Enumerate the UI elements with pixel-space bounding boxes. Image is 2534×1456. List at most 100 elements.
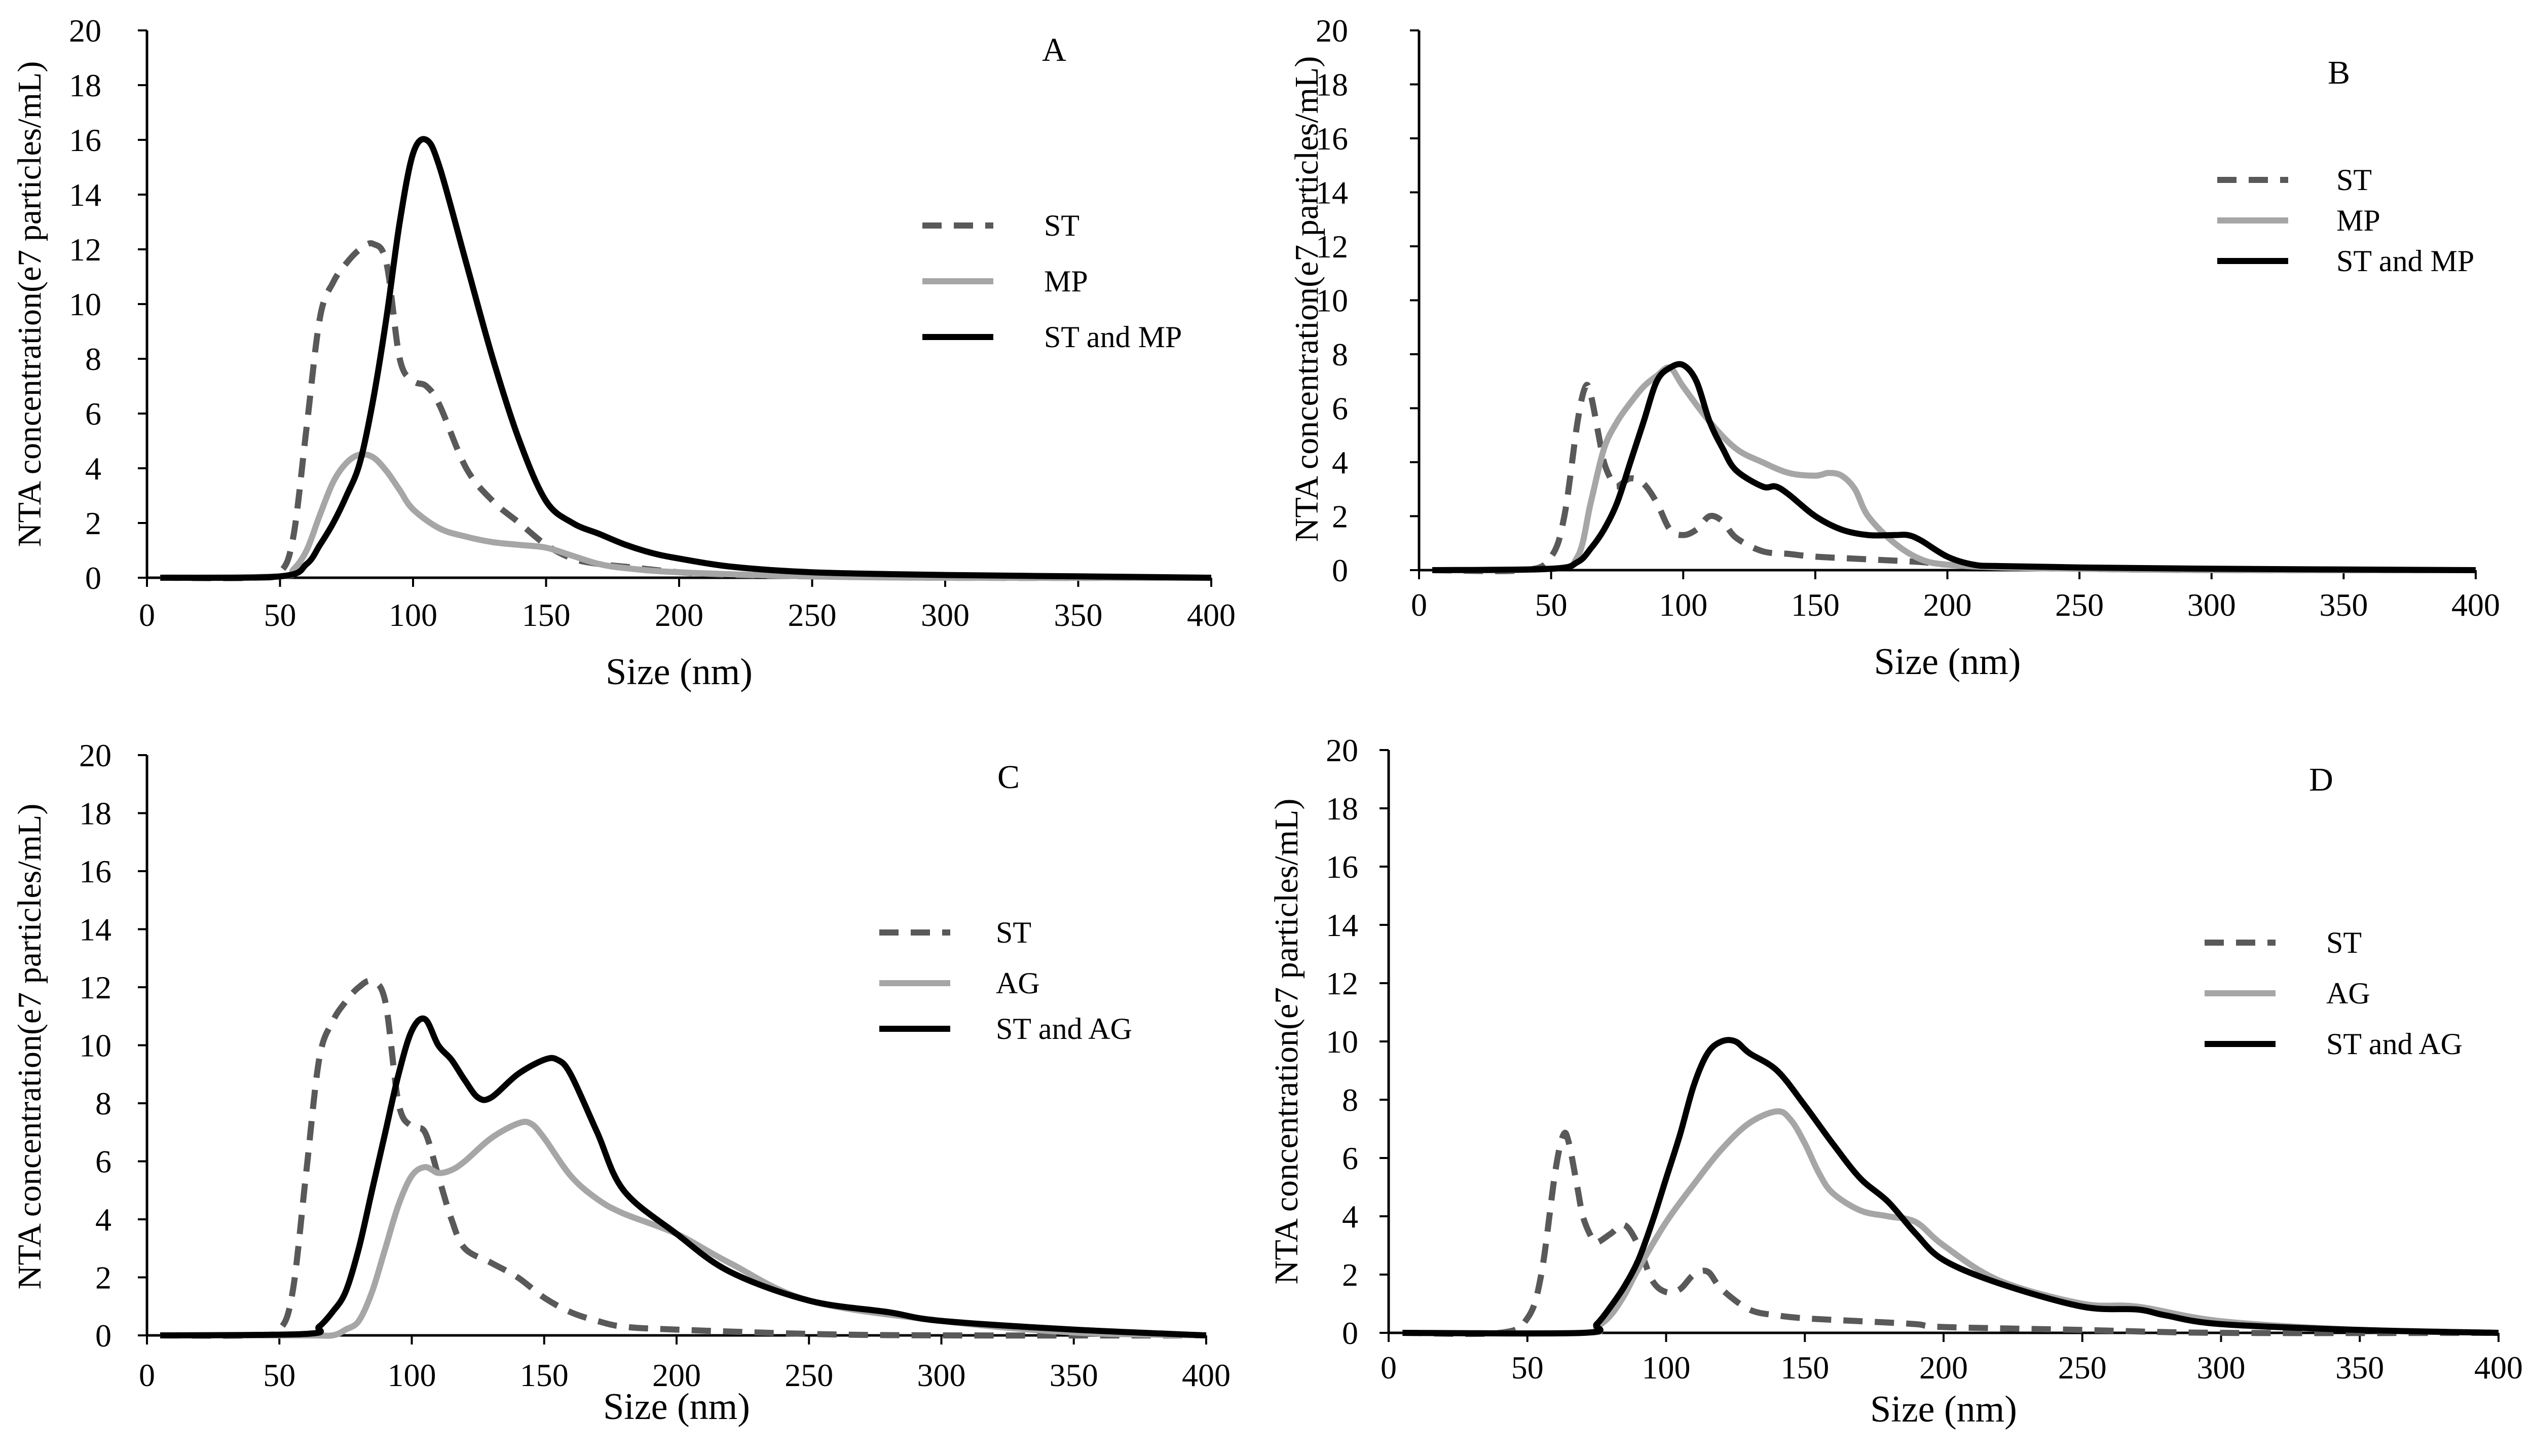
- x-tick-label: 100: [389, 597, 437, 633]
- legend-label-st-and-ag: ST and AG: [996, 1012, 1132, 1046]
- y-tick-label: 18: [1316, 67, 1348, 103]
- x-tick-label: 150: [520, 1357, 569, 1393]
- x-tick-label: 400: [2451, 587, 2500, 623]
- x-tick-label: 100: [388, 1357, 436, 1393]
- y-axis-title: NTA concentration(e7 particles/mL): [11, 804, 48, 1290]
- y-tick-label: 20: [1316, 13, 1348, 49]
- y-tick-label: 8: [1342, 1082, 1358, 1118]
- x-tick-label: 50: [263, 1357, 295, 1393]
- y-axis-title: NTA concentration(e7 particles/mL): [1268, 799, 1305, 1285]
- y-tick-label: 20: [79, 737, 111, 773]
- y-tick-label: 0: [95, 1318, 111, 1354]
- x-tick-label: 350: [2319, 587, 2368, 623]
- x-tick-label: 0: [139, 1357, 155, 1393]
- series-line-ag: [160, 1118, 1207, 1339]
- y-tick-label: 14: [1316, 175, 1348, 211]
- x-axis-title: Size (nm): [606, 651, 753, 693]
- x-tick-label: 0: [1381, 1350, 1397, 1386]
- x-tick-label: 50: [1511, 1350, 1544, 1386]
- x-tick-label: 250: [2055, 587, 2104, 623]
- legend-label-mp: MP: [1044, 265, 1088, 298]
- x-tick-label: 150: [1780, 1350, 1829, 1386]
- legend-label-st: ST: [2336, 163, 2372, 197]
- y-tick-label: 20: [69, 13, 101, 49]
- y-tick-label: 14: [79, 912, 111, 948]
- x-tick-label: 150: [1791, 587, 1840, 623]
- x-tick-label: 300: [2197, 1350, 2246, 1386]
- legend-label-st-and-mp: ST and MP: [1044, 320, 1182, 354]
- y-tick-label: 18: [79, 796, 111, 832]
- legend-label-st: ST: [996, 916, 1031, 949]
- x-tick-label: 400: [2474, 1350, 2523, 1386]
- panel-label: B: [2328, 54, 2350, 91]
- y-tick-label: 16: [1316, 121, 1348, 157]
- x-tick-label: 200: [1923, 587, 1972, 623]
- y-tick-label: 4: [1332, 444, 1348, 480]
- y-tick-label: 4: [95, 1202, 111, 1238]
- y-tick-label: 2: [1342, 1257, 1358, 1293]
- y-tick-label: 8: [1332, 337, 1348, 372]
- x-tick-label: 200: [652, 1357, 701, 1393]
- series-line-st-and-mp: [160, 136, 1212, 581]
- x-tick-label: 100: [1659, 587, 1707, 623]
- y-tick-label: 6: [95, 1144, 111, 1180]
- y-tick-label: 12: [79, 969, 111, 1005]
- y-tick-label: 0: [1332, 552, 1348, 588]
- x-tick-label: 0: [139, 597, 155, 633]
- series-line-mp: [160, 451, 1212, 581]
- y-tick-label: 20: [1326, 732, 1358, 768]
- x-tick-label: 250: [788, 597, 837, 633]
- x-tick-label: 350: [1054, 597, 1103, 633]
- legend-label-mp: MP: [2336, 204, 2380, 237]
- x-tick-label: 0: [1411, 587, 1427, 623]
- series-line-mp: [1432, 364, 2476, 574]
- y-axis-title: NTA concentration(e7 particles/mL): [11, 61, 48, 547]
- series-line-st: [160, 978, 1207, 1339]
- x-tick-label: 200: [655, 597, 703, 633]
- x-tick-label: 300: [2187, 587, 2236, 623]
- y-tick-label: 2: [95, 1260, 111, 1296]
- y-tick-label: 12: [1326, 965, 1358, 1001]
- legend-label-ag: AG: [2326, 977, 2370, 1010]
- y-tick-label: 16: [69, 122, 101, 158]
- y-tick-label: 14: [69, 177, 101, 213]
- y-tick-label: 10: [69, 286, 101, 322]
- legend-label-st-and-ag: ST and AG: [2326, 1027, 2463, 1061]
- y-tick-label: 4: [1342, 1199, 1358, 1235]
- y-tick-label: 10: [1326, 1024, 1358, 1060]
- y-tick-label: 10: [79, 1028, 111, 1064]
- y-tick-label: 4: [85, 451, 101, 487]
- y-tick-label: 2: [85, 505, 101, 541]
- legend-label-st: ST: [1044, 209, 1079, 242]
- panel-label: D: [2309, 761, 2333, 798]
- x-tick-label: 250: [785, 1357, 833, 1393]
- y-tick-label: 6: [1332, 391, 1348, 427]
- y-tick-label: 0: [1342, 1315, 1358, 1351]
- x-axis-title: Size (nm): [1874, 641, 2021, 683]
- x-tick-label: 400: [1182, 1357, 1231, 1393]
- series-line-st-and-ag: [1402, 1037, 2499, 1337]
- legend-label-ag: AG: [996, 966, 1040, 1000]
- y-axis-title: NTA concentration(e7 particles/mL): [1288, 56, 1325, 542]
- x-tick-label: 100: [1642, 1350, 1691, 1386]
- x-axis-title: Size (nm): [1870, 1389, 2017, 1430]
- series-line-st: [1402, 1130, 2499, 1337]
- y-tick-label: 16: [79, 853, 111, 889]
- y-tick-label: 6: [1342, 1140, 1358, 1176]
- x-tick-label: 50: [1535, 587, 1568, 623]
- series-line-st-and-mp: [1432, 361, 2476, 573]
- x-tick-label: 300: [917, 1357, 966, 1393]
- x-axis-title: Size (nm): [603, 1386, 750, 1428]
- x-tick-label: 200: [1919, 1350, 1968, 1386]
- panel-label: C: [997, 759, 1020, 796]
- y-tick-label: 12: [1316, 229, 1348, 265]
- y-tick-label: 8: [85, 341, 101, 377]
- series-line-st: [1432, 382, 2476, 574]
- y-tick-label: 10: [1316, 283, 1348, 319]
- legend-label-st-and-mp: ST and MP: [2336, 244, 2474, 278]
- panel-label: A: [1042, 31, 1066, 68]
